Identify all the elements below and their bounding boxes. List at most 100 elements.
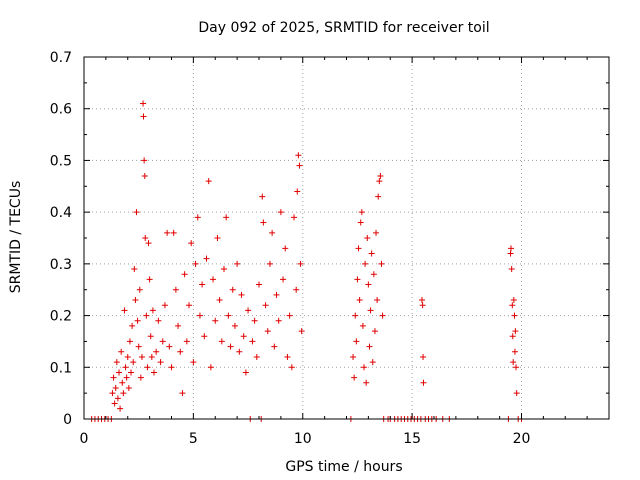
data-point <box>168 364 175 371</box>
data-point <box>170 229 177 236</box>
data-point <box>124 353 131 360</box>
chart-title: Day 092 of 2025, SRMTID for receiver toi… <box>198 20 489 36</box>
data-point <box>352 312 359 319</box>
data-point <box>142 235 149 241</box>
data-point <box>159 338 166 345</box>
data-point <box>109 390 116 397</box>
data-point <box>356 297 363 304</box>
data-point <box>368 250 375 257</box>
x-axis-label: GPS time / hours <box>285 459 402 475</box>
data-point <box>253 353 260 360</box>
data-point <box>210 276 217 283</box>
data-point <box>371 328 378 335</box>
data-point <box>179 390 186 397</box>
data-point <box>221 266 227 273</box>
data-point <box>373 229 380 236</box>
data-point <box>203 255 210 262</box>
data-point <box>509 302 516 309</box>
data-point <box>297 260 304 267</box>
data-point <box>186 302 192 309</box>
data-point <box>141 172 148 179</box>
data-point <box>284 353 291 360</box>
data-point <box>350 353 357 360</box>
data-point <box>143 312 150 319</box>
data-point <box>129 322 136 329</box>
data-point <box>256 281 262 288</box>
data-point <box>370 271 377 278</box>
y-tick-label: 0.4 <box>50 205 72 221</box>
data-point <box>249 338 256 345</box>
data-point <box>227 343 234 350</box>
data-point <box>513 390 520 397</box>
data-point <box>181 271 188 278</box>
data-point <box>242 369 249 376</box>
data-point <box>146 276 153 283</box>
data-point <box>420 379 427 386</box>
data-point <box>419 302 426 309</box>
data-point <box>141 157 148 164</box>
y-tick-label: 0.2 <box>50 309 72 325</box>
data-point <box>238 291 245 298</box>
data-point <box>151 369 157 376</box>
data-point <box>157 359 164 366</box>
data-point <box>357 219 364 226</box>
data-point <box>298 328 305 335</box>
data-point <box>508 245 514 252</box>
data-point <box>513 364 520 371</box>
data-point <box>205 178 212 185</box>
data-point <box>293 286 300 293</box>
data-point <box>363 379 370 386</box>
data-point <box>511 348 518 355</box>
data-point <box>116 369 122 376</box>
data-point <box>362 260 369 267</box>
data-point <box>240 333 247 340</box>
data-point <box>277 209 284 216</box>
data-point <box>114 395 121 402</box>
data-point <box>511 312 518 319</box>
grid-layer <box>84 57 609 419</box>
data-point <box>147 333 154 340</box>
data-point <box>177 348 184 355</box>
data-point <box>137 374 144 381</box>
data-point <box>266 260 273 267</box>
data-point <box>214 235 221 241</box>
data-point <box>420 353 427 360</box>
data-point <box>359 322 366 329</box>
data-point <box>275 317 282 324</box>
data-point <box>172 286 179 293</box>
data-point <box>288 364 295 371</box>
data-point <box>207 364 214 371</box>
data-point <box>155 317 162 324</box>
data-point <box>351 374 358 381</box>
data-point <box>264 328 271 335</box>
data-point <box>110 374 117 381</box>
data-point <box>130 359 137 366</box>
data-point <box>376 178 383 185</box>
data-point <box>194 214 201 221</box>
data-point <box>125 384 132 391</box>
data-point <box>273 291 280 298</box>
data-point <box>183 338 190 345</box>
data-point <box>510 297 517 304</box>
plot-frame <box>83 56 610 420</box>
data-point <box>366 343 373 350</box>
data-point <box>355 245 362 252</box>
data-point <box>140 100 147 107</box>
data-point <box>294 188 301 195</box>
y-tick-label: 0.5 <box>50 153 72 169</box>
data-point <box>365 281 372 288</box>
data-point <box>117 405 124 412</box>
data-point <box>131 266 138 273</box>
y-tick-label: 0.1 <box>50 360 72 376</box>
data-point <box>113 359 120 366</box>
data-point <box>123 374 130 381</box>
data-point <box>196 312 203 319</box>
data-point <box>269 229 276 236</box>
data-point <box>112 384 119 391</box>
x-tick-label: 0 <box>80 431 89 447</box>
data-point <box>291 214 297 221</box>
data-point <box>192 260 199 267</box>
y-axis-label: SRMTID / TECUs <box>8 181 24 294</box>
data-point <box>140 113 147 120</box>
